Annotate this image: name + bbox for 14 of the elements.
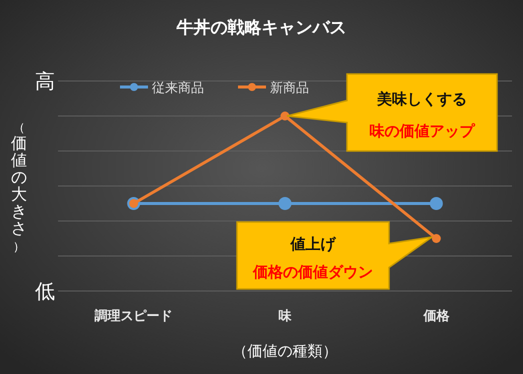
legend-label: 従来商品 xyxy=(152,81,204,96)
annotation: 価格の価値ダウン xyxy=(252,262,373,281)
x-axis-title: （価値の種類） xyxy=(232,342,338,360)
annotation: 値上げ xyxy=(290,234,336,253)
text: 美味しくする xyxy=(376,90,467,108)
x-tick-label: 調理スピード xyxy=(94,308,173,324)
legend-label: 新商品 xyxy=(270,81,309,96)
text: 低 xyxy=(35,279,55,303)
annotation: 味の価値アップ xyxy=(370,122,476,140)
text: 高 xyxy=(35,69,55,93)
x-tick-label: 価格 xyxy=(422,309,450,324)
y-axis-title: （価値の大きさ） xyxy=(11,120,27,254)
chart-title: 牛丼の戦略キャンバス xyxy=(176,18,346,38)
x-tick-label: 味 xyxy=(278,309,292,324)
